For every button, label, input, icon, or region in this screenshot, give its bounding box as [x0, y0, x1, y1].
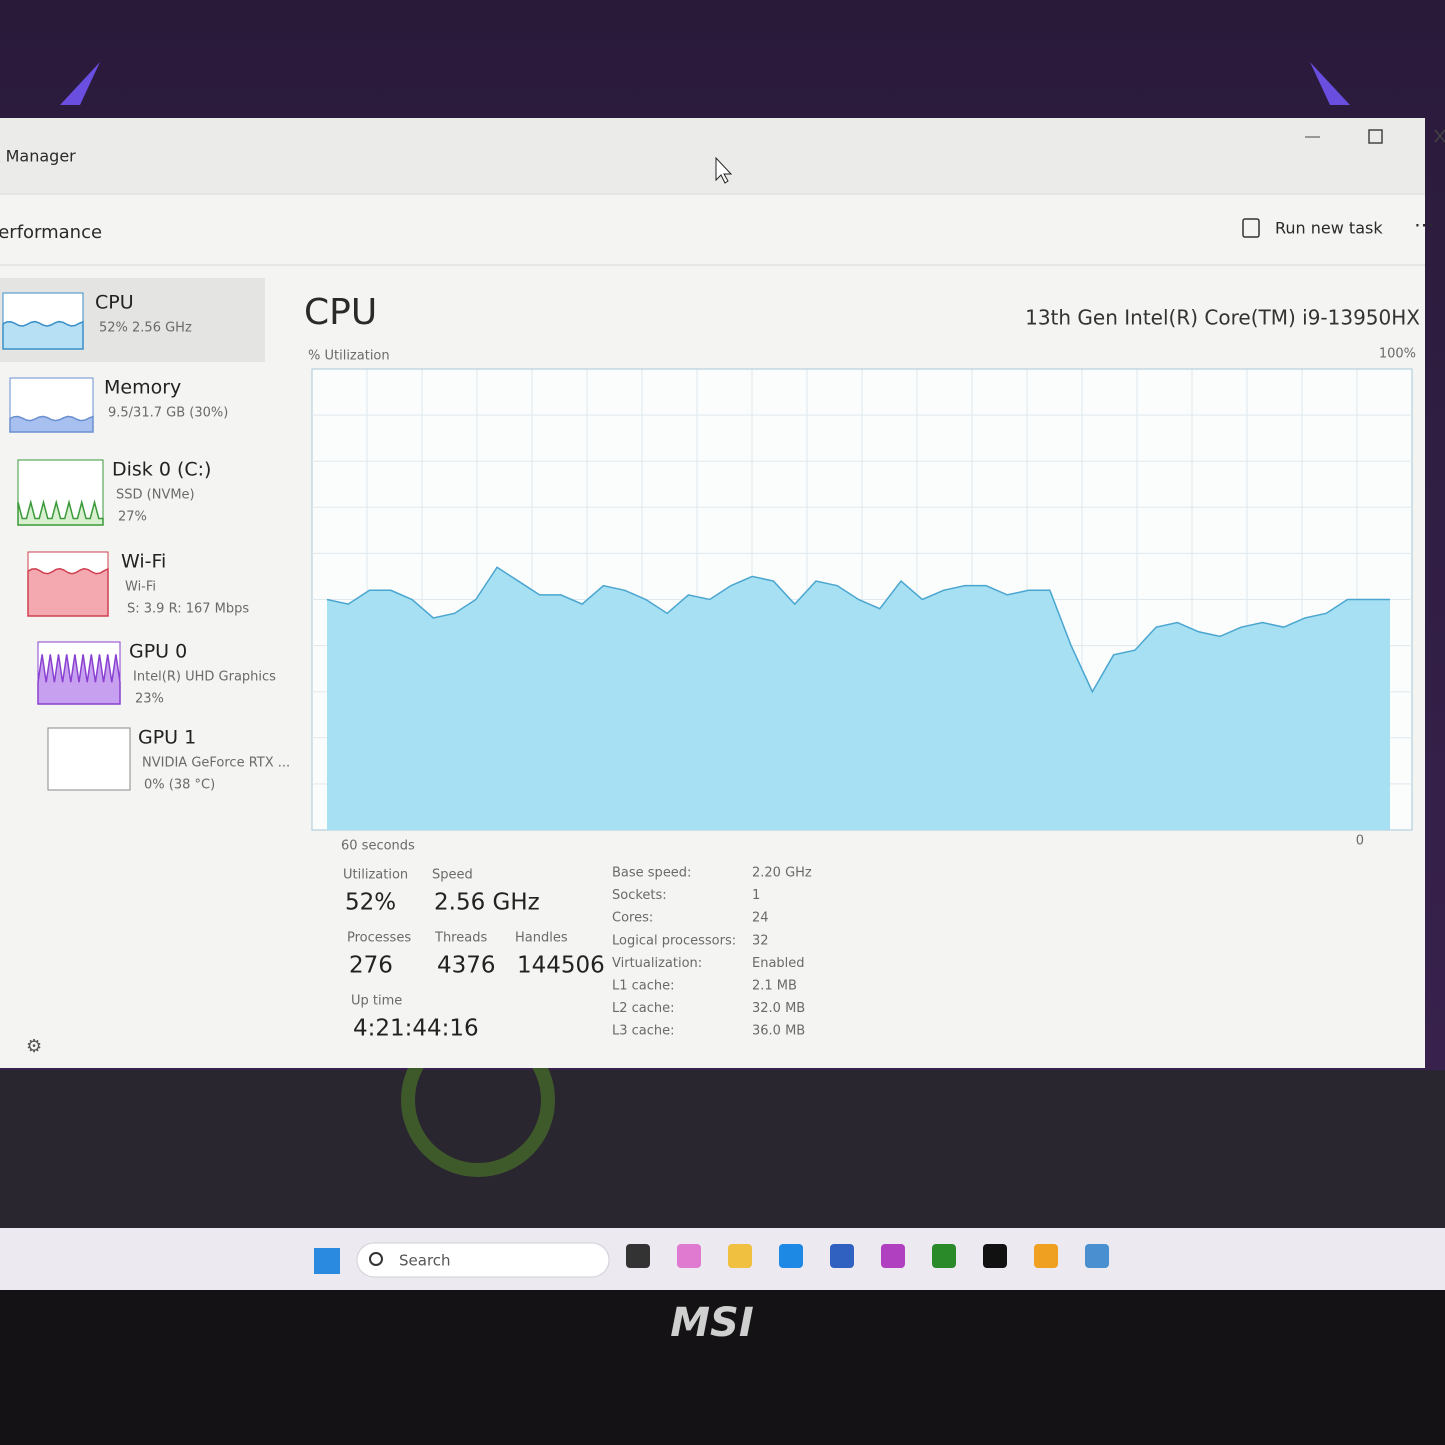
device-detail: 27% [118, 510, 147, 525]
taskbar-app[interactable] [830, 1244, 854, 1268]
taskbar-app[interactable] [881, 1244, 905, 1268]
device-detail: NVIDIA GeForce RTX ... [142, 756, 290, 771]
device-detail: SSD (NVMe) [116, 488, 195, 503]
taskbar-app[interactable] [1034, 1244, 1058, 1268]
start-button[interactable] [314, 1248, 340, 1274]
spec-value: 32.0 MB [752, 1001, 805, 1016]
title-bar [0, 118, 1425, 194]
spec-value: Enabled [752, 956, 805, 971]
thumbnail-graph [9, 415, 94, 433]
stat-label: Utilization [343, 868, 408, 883]
device-name[interactable]: Disk 0 (C:) [112, 459, 211, 481]
device-name[interactable]: GPU 1 [138, 727, 196, 749]
wallpaper [0, 1070, 1445, 1230]
brand-logo: MSI [670, 1300, 754, 1346]
spec-value: 32 [752, 933, 769, 948]
stat-label: Processes [347, 931, 411, 946]
search-text[interactable]: Search [399, 1252, 451, 1270]
device-detail: 0% (38 °C) [144, 778, 215, 793]
spec-value: 2.20 GHz [752, 866, 812, 881]
taskbar-app[interactable] [983, 1244, 1007, 1268]
stat-value: 276 [349, 953, 393, 979]
taskbar-app[interactable] [1085, 1244, 1109, 1268]
bezel [0, 1290, 1445, 1445]
thumbnail-graph [27, 567, 109, 617]
run-task-icon[interactable] [1242, 218, 1260, 238]
stat-label: Speed [432, 868, 473, 883]
taskbar-app[interactable] [779, 1244, 803, 1268]
device-detail: 52% 2.56 GHz [99, 321, 192, 336]
taskbar-app[interactable] [626, 1244, 650, 1268]
taskbar-app[interactable] [932, 1244, 956, 1268]
stat-value: 4376 [437, 953, 496, 979]
stat-value: 4:21:44:16 [353, 1016, 479, 1042]
spec-value: 24 [752, 911, 769, 926]
stat-value: 2.56 GHz [434, 890, 540, 916]
more-button[interactable]: ⋯ [1414, 213, 1434, 237]
spec-label: L2 cache: [612, 1001, 675, 1016]
close-button[interactable] [1434, 129, 1445, 143]
spec-value: 2.1 MB [752, 979, 797, 994]
run-new-task[interactable]: Run new task [1275, 219, 1383, 238]
spec-label: L1 cache: [612, 979, 675, 994]
thumbnail-graph [37, 654, 121, 705]
spec-label: Sockets: [612, 888, 667, 903]
spec-value: 1 [752, 888, 760, 903]
x-end-label: 0 [1356, 834, 1364, 849]
spec-label: L3 cache: [612, 1024, 675, 1039]
cpu-model: 13th Gen Intel(R) Core(TM) i9-13950HX [1025, 306, 1420, 330]
window-title: Task Manager [0, 147, 76, 166]
thumbnail[interactable] [47, 727, 131, 791]
taskbar-app[interactable] [677, 1244, 701, 1268]
thumbnail-graph [2, 320, 84, 350]
device-detail: Intel(R) UHD Graphics [133, 670, 276, 685]
taskbar-app[interactable] [728, 1244, 752, 1268]
device-detail: 9.5/31.7 GB (30%) [108, 406, 228, 421]
taskbar [0, 1228, 1445, 1290]
page-title: Performance [0, 222, 102, 243]
utilization-area [327, 567, 1390, 830]
stat-label: Threads [434, 931, 487, 946]
mouse-cursor [715, 156, 733, 184]
device-name[interactable]: Wi-Fi [121, 551, 166, 573]
device-detail: Wi-Fi [125, 580, 156, 595]
x-start-label: 60 seconds [341, 839, 415, 854]
settings-button[interactable]: ⚙ [26, 1036, 42, 1057]
y-max-label: 100% [1379, 347, 1416, 362]
spec-value: 36.0 MB [752, 1024, 805, 1039]
device-name[interactable]: Memory [104, 377, 181, 399]
maximize-button[interactable] [1368, 129, 1383, 144]
search-box[interactable] [356, 1242, 610, 1278]
stat-value: 144506 [517, 953, 605, 979]
device-name[interactable]: GPU 0 [129, 641, 187, 663]
y-axis-label: % Utilization [308, 349, 390, 364]
stat-value: 52% [345, 890, 396, 916]
stat-label: Up time [351, 994, 402, 1009]
spec-label: Virtualization: [612, 956, 702, 971]
device-detail: S: 3.9 R: 167 Mbps [127, 602, 249, 617]
utilization-line [326, 566, 1390, 694]
spec-label: Logical processors: [612, 933, 736, 948]
stat-label: Handles [515, 931, 568, 946]
main-title: CPU [304, 292, 377, 333]
search-icon [369, 1252, 383, 1266]
device-detail: 23% [135, 692, 164, 707]
thumbnail-graph [17, 499, 104, 526]
spec-label: Cores: [612, 911, 653, 926]
device-name[interactable]: CPU [95, 292, 134, 314]
spec-label: Base speed: [612, 866, 691, 881]
